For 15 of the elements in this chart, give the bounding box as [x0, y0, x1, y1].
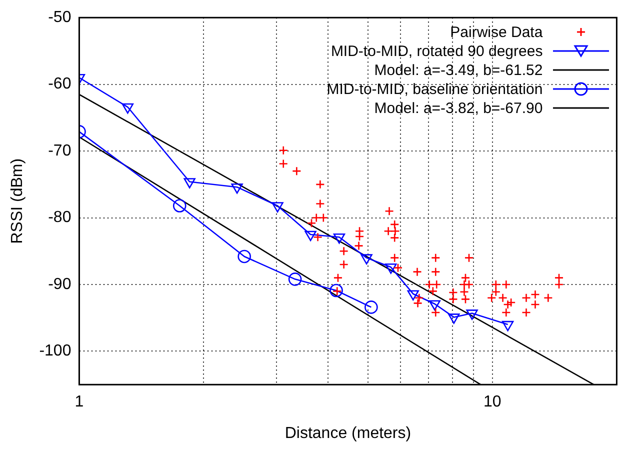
y-axis-title: RSSI (dBm): [9, 158, 26, 244]
legend-label: Model: a=-3.49, b=-61.52: [374, 60, 543, 80]
legend-label: MID-to-MID, baseline orientation: [326, 80, 543, 99]
x-tick-label: 1: [74, 394, 84, 411]
y-tick-label: -70: [48, 142, 72, 160]
x-tick-label: 10: [483, 394, 502, 411]
legend-label: MID-to-MID, rotated 90 degrees: [330, 42, 543, 61]
y-tick-label: -50: [48, 9, 72, 26]
y-tick-label: -80: [48, 209, 72, 226]
legend-label: Model: a=-3.82, b=-67.90: [374, 98, 543, 118]
x-axis-title: Distance (meters): [284, 424, 412, 442]
legend-label: Pairwise Data: [450, 22, 543, 42]
y-tick-label: -60: [48, 76, 72, 93]
y-tick-label: -90: [48, 276, 72, 293]
y-tick-label: -100: [39, 342, 72, 360]
